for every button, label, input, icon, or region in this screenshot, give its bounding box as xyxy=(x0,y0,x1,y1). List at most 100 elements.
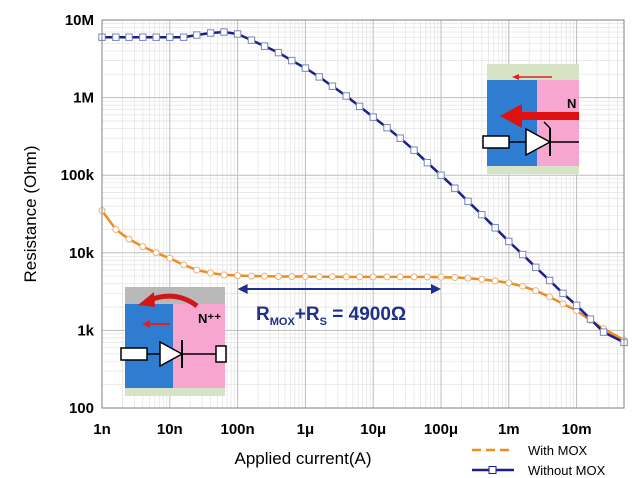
data-point-without-mox xyxy=(506,238,512,244)
legend-label-with-mox: With MOX xyxy=(528,443,588,458)
x-tick-label: 1μ xyxy=(297,421,315,438)
data-point-with-mox xyxy=(411,274,417,280)
y-tick-label: 100 xyxy=(69,400,94,417)
x-tick-label: 1n xyxy=(93,421,111,438)
data-point-with-mox xyxy=(248,273,254,279)
x-tick-label: 10μ xyxy=(360,421,386,438)
data-point-with-mox xyxy=(153,250,159,256)
data-point-without-mox xyxy=(397,135,403,141)
data-point-without-mox xyxy=(411,147,417,153)
y-tick-label: 10M xyxy=(65,12,94,29)
data-point-without-mox xyxy=(167,34,173,40)
data-point-with-mox xyxy=(560,301,566,307)
data-point-without-mox xyxy=(560,290,566,296)
data-point-with-mox xyxy=(302,273,308,279)
data-point-without-mox xyxy=(573,302,579,308)
x-tick-labels: 1n 10n 100n 1μ 10μ 100μ 1m 10m xyxy=(93,421,591,438)
data-point-without-mox xyxy=(438,172,444,178)
data-point-with-mox xyxy=(221,272,227,278)
data-point-with-mox xyxy=(492,278,498,284)
inset-bl-label: N⁺⁺ xyxy=(198,311,221,326)
y-axis-title: Resistance (Ohm) xyxy=(21,146,40,283)
inset-bottom-left: N⁺⁺ xyxy=(121,287,226,396)
annotation-sub-s: S xyxy=(320,316,327,328)
data-point-with-mox xyxy=(452,275,458,281)
data-point-with-mox xyxy=(140,244,146,250)
inset-tr-pink-region xyxy=(537,80,579,166)
data-point-without-mox xyxy=(234,31,240,37)
data-point-with-mox xyxy=(167,255,173,261)
data-point-without-mox xyxy=(519,251,525,257)
data-point-with-mox xyxy=(126,236,132,242)
y-tick-label: 10k xyxy=(69,245,95,262)
data-point-with-mox xyxy=(533,288,539,294)
data-point-with-mox xyxy=(465,275,471,281)
data-point-without-mox xyxy=(356,103,362,109)
inset-tr-arrow-shaft xyxy=(520,112,579,120)
data-point-with-mox xyxy=(506,280,512,286)
data-point-without-mox xyxy=(180,34,186,40)
inset-bl-bottom-bar xyxy=(125,388,225,396)
annotation-value: = 4900Ω xyxy=(327,304,406,325)
data-point-without-mox xyxy=(452,185,458,191)
data-point-without-mox xyxy=(600,329,606,335)
data-point-without-mox xyxy=(546,277,552,283)
data-point-with-mox xyxy=(424,274,430,280)
data-point-with-mox xyxy=(289,273,295,279)
inset-tr-bottom-bar xyxy=(487,166,579,174)
data-point-with-mox xyxy=(547,294,553,300)
data-point-with-mox xyxy=(235,272,241,278)
data-point-without-mox xyxy=(261,43,267,49)
data-point-with-mox xyxy=(262,273,268,279)
data-point-without-mox xyxy=(424,159,430,165)
data-point-with-mox xyxy=(479,276,485,282)
data-point-without-mox xyxy=(140,34,146,40)
data-point-without-mox xyxy=(302,65,308,71)
y-tick-label: 1k xyxy=(77,322,94,339)
inset-tr-resistor xyxy=(483,136,509,148)
data-point-with-mox xyxy=(316,274,322,280)
inset-tr-label: N xyxy=(567,96,576,111)
x-axis-title: Applied current(A) xyxy=(234,449,371,468)
data-point-with-mox xyxy=(438,274,444,280)
y-tick-label: 100k xyxy=(61,167,95,184)
data-point-with-mox xyxy=(113,226,119,232)
annotation-r2: +R xyxy=(295,304,320,325)
x-tick-label: 10m xyxy=(562,421,592,438)
x-tick-label: 10n xyxy=(157,421,183,438)
data-point-without-mox xyxy=(533,264,539,270)
data-point-without-mox xyxy=(384,124,390,130)
data-point-without-mox xyxy=(316,74,322,80)
data-point-without-mox xyxy=(207,30,213,36)
data-point-with-mox xyxy=(520,283,526,289)
data-point-without-mox xyxy=(221,29,227,35)
x-tick-label: 100μ xyxy=(424,421,458,438)
data-point-without-mox xyxy=(289,57,295,63)
legend-marker-without-mox xyxy=(489,467,496,474)
data-point-with-mox xyxy=(329,274,335,280)
data-point-without-mox xyxy=(113,34,119,40)
data-point-without-mox xyxy=(587,316,593,322)
data-point-without-mox xyxy=(153,34,159,40)
annotation-sub-mox: MOX xyxy=(270,316,296,328)
data-point-without-mox xyxy=(465,198,471,204)
annotation-r1: R xyxy=(256,304,270,325)
data-point-with-mox xyxy=(275,273,281,279)
x-tick-label: 1m xyxy=(498,421,520,438)
data-point-with-mox xyxy=(384,274,390,280)
data-point-without-mox xyxy=(329,83,335,89)
x-tick-label: 100n xyxy=(221,421,255,438)
data-point-with-mox xyxy=(397,274,403,280)
legend-label-without-mox: Without MOX xyxy=(528,463,606,478)
data-point-without-mox xyxy=(248,37,254,43)
y-tick-labels: 100 1k 10k 100k 1M 10M xyxy=(61,12,95,417)
data-point-without-mox xyxy=(126,34,132,40)
inset-bl-capacitor xyxy=(216,346,226,362)
data-point-with-mox xyxy=(194,267,200,273)
inset-top-right: N xyxy=(483,64,579,174)
data-point-with-mox xyxy=(343,274,349,280)
data-point-without-mox xyxy=(343,93,349,99)
data-point-without-mox xyxy=(492,225,498,231)
data-point-without-mox xyxy=(194,32,200,38)
